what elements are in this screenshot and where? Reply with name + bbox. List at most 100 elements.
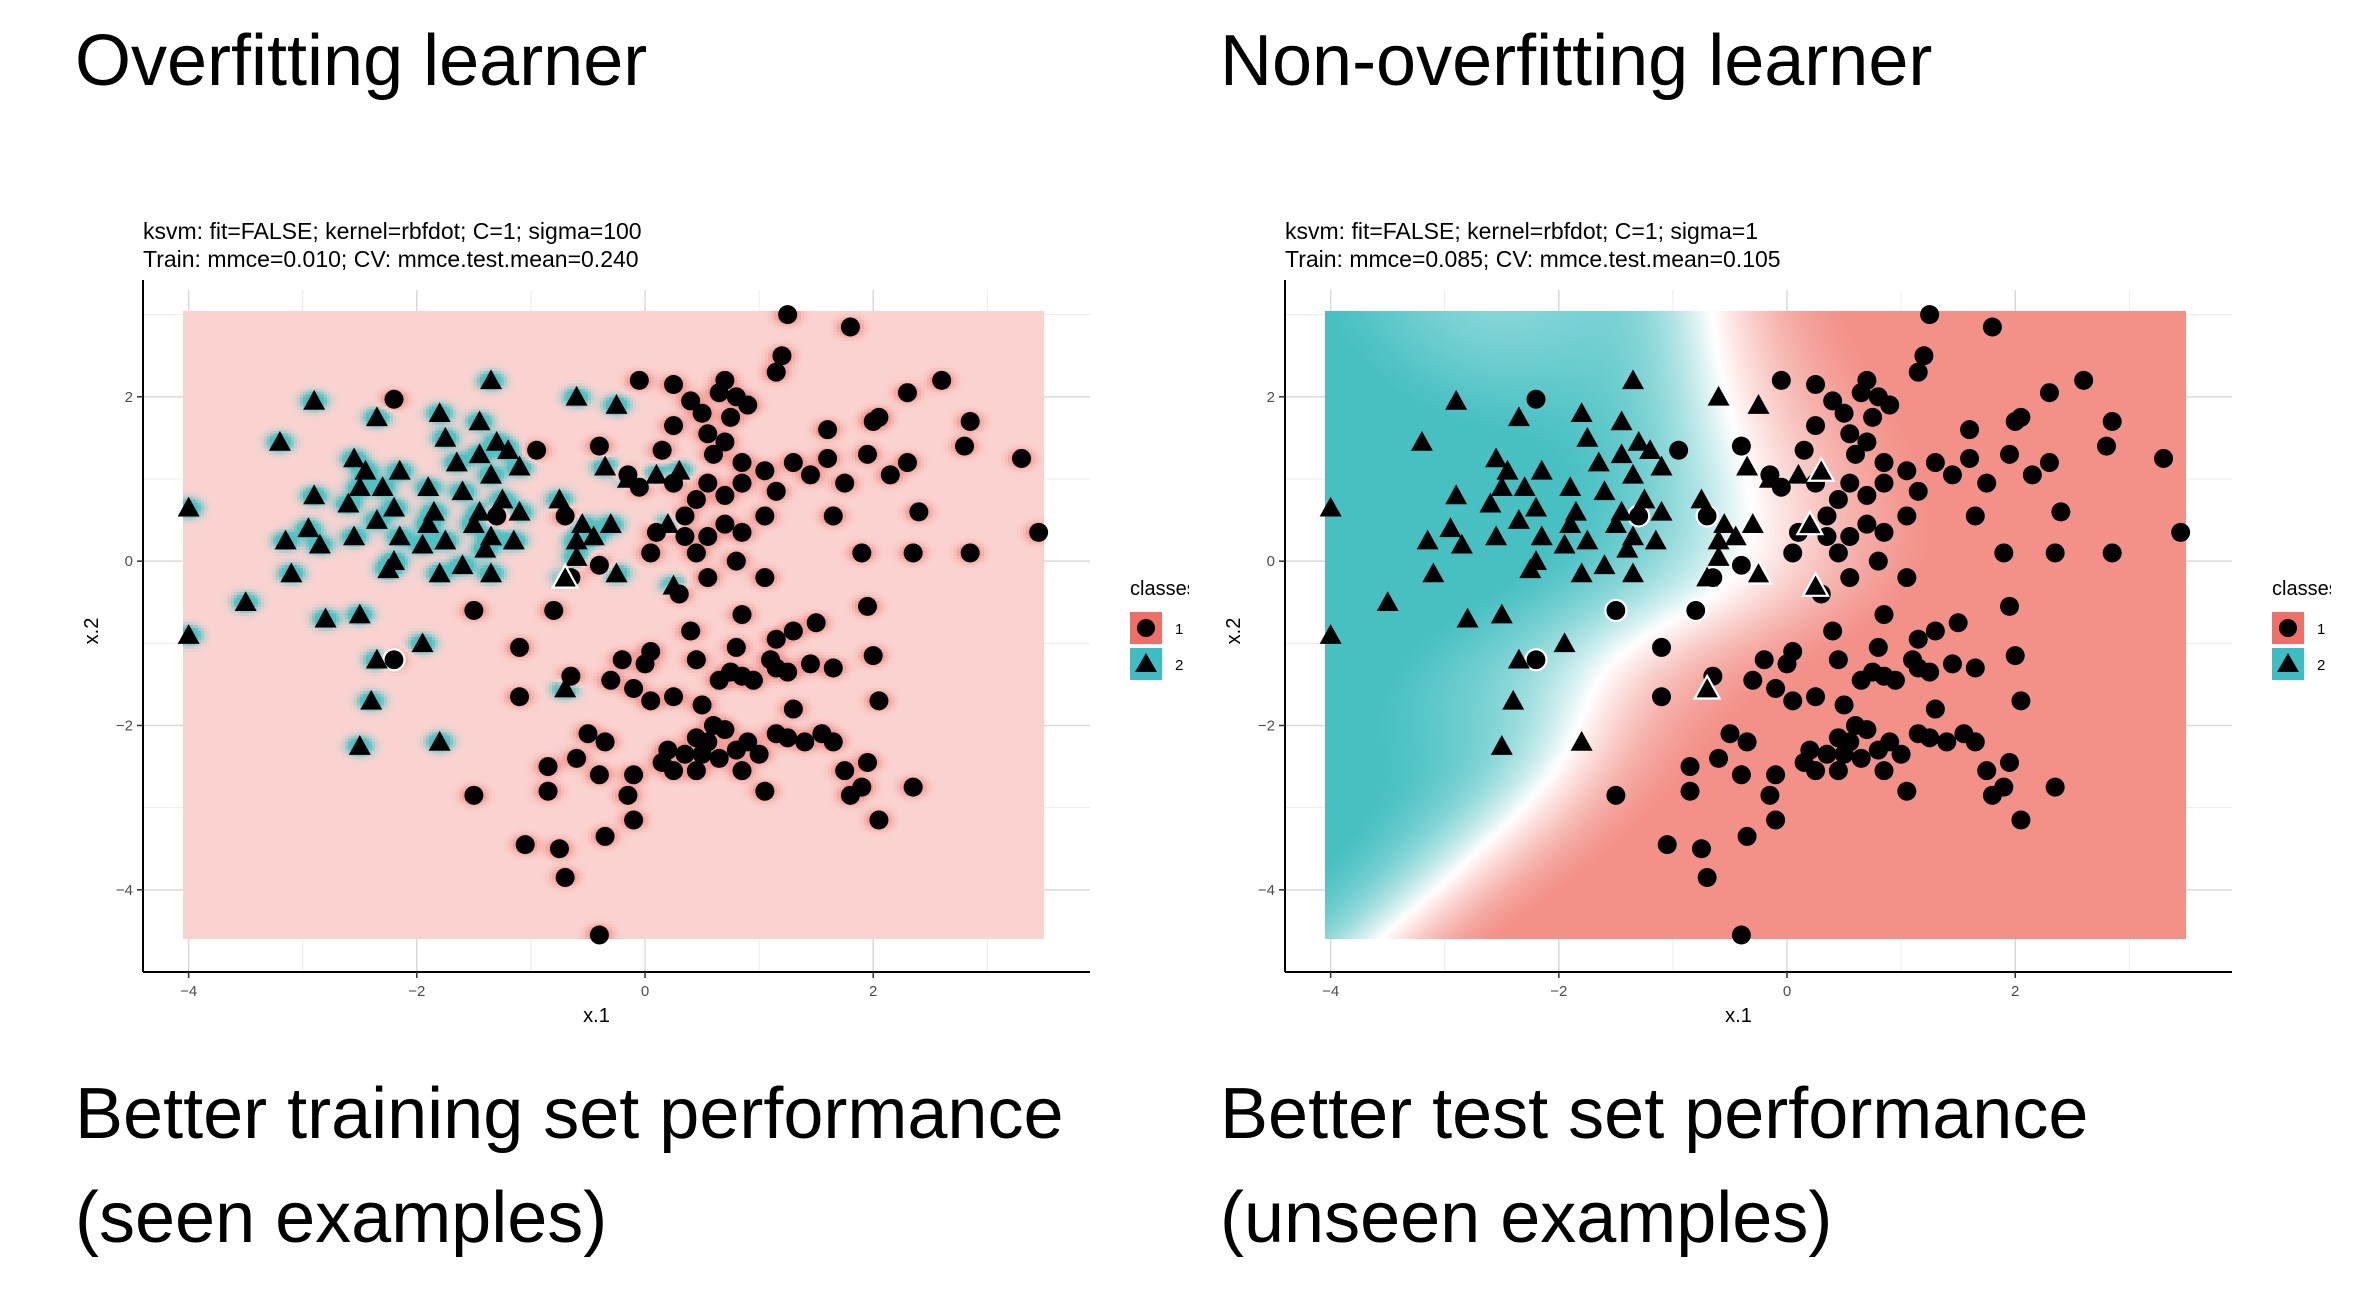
- class2-point: [571, 513, 594, 533]
- class2-point: [1559, 476, 1582, 497]
- class1-point: [863, 646, 883, 666]
- class1-point: [2000, 752, 2020, 772]
- class1-point: [897, 383, 917, 403]
- class1-point: [852, 543, 872, 563]
- class1-point: [1743, 670, 1763, 690]
- x-tick-label: −4: [180, 983, 197, 1000]
- class1-point: [795, 732, 815, 752]
- class1-point: [601, 670, 621, 690]
- class1-point: [1731, 436, 1751, 456]
- class2-point: [594, 455, 617, 476]
- class2-point: [1502, 689, 1525, 710]
- class2-point: [1553, 533, 1576, 554]
- x-tick-label: −2: [1550, 983, 1567, 1000]
- class2-point: [1806, 456, 1836, 482]
- class2-point: [1650, 455, 1673, 476]
- class1-point: [726, 637, 746, 657]
- class2-point: [1570, 562, 1593, 583]
- class2-point: [645, 463, 668, 484]
- class2-point: [1801, 571, 1830, 597]
- class2-point: [1422, 562, 1445, 583]
- class2-point: [1450, 533, 1473, 554]
- class2-point: [616, 467, 639, 488]
- class1-point: [589, 765, 609, 785]
- class1-point: [721, 407, 741, 427]
- class1-point: [595, 826, 615, 846]
- legend: classes 1 2: [1130, 578, 1189, 680]
- class1-point: [538, 757, 558, 777]
- class1-point: [1874, 473, 1894, 493]
- class2-point: [599, 513, 622, 533]
- class1-point: [772, 346, 792, 366]
- data-points: [177, 305, 1049, 945]
- class1-point: [1982, 785, 2002, 805]
- class2-point: [1530, 525, 1553, 546]
- class1-point: [1731, 765, 1751, 785]
- class1-point: [527, 440, 547, 460]
- y-tick-label: −2: [116, 717, 133, 734]
- class2-point: [1621, 369, 1644, 390]
- x-tick-label: 0: [1783, 983, 1791, 1000]
- class1-point: [715, 485, 735, 505]
- class2-point: [1490, 603, 1513, 624]
- class1-point: [1851, 383, 1871, 403]
- class2-point: [1707, 546, 1730, 566]
- class2-point: [1610, 410, 1633, 431]
- class1-point: [755, 568, 775, 588]
- class2-point: [348, 476, 371, 497]
- class1-point: [1863, 407, 1883, 427]
- class1-point: [1965, 732, 1985, 752]
- x-axis-title: x.1: [1725, 1005, 1752, 1027]
- class1-point: [840, 317, 860, 337]
- data-points: [1319, 305, 2191, 945]
- class1-point: [709, 383, 729, 403]
- class1-point: [703, 444, 723, 464]
- class1-point: [382, 648, 406, 672]
- class1-point: [783, 699, 803, 719]
- class1-point: [510, 637, 530, 657]
- class1-point: [709, 748, 729, 768]
- legend-triangle-icon: [1135, 653, 1157, 672]
- class1-point: [1840, 473, 1860, 493]
- class2-point: [1707, 529, 1730, 550]
- class1-point: [1709, 748, 1729, 768]
- class2-point: [502, 529, 525, 550]
- class2-point: [1692, 673, 1722, 700]
- class1-point: [778, 305, 798, 325]
- class2-point: [479, 562, 502, 583]
- class2-point: [1445, 484, 1468, 505]
- class2-point: [371, 476, 394, 497]
- class2-point: [1758, 467, 1781, 488]
- y-tick-label: 2: [125, 389, 133, 406]
- class2-point: [365, 406, 388, 427]
- class1-point: [589, 925, 609, 945]
- class1-point: [1880, 395, 1900, 415]
- class1-point: [464, 785, 484, 805]
- class1-point: [1920, 305, 1940, 325]
- class1-point: [698, 473, 718, 493]
- class1-point: [1908, 362, 1928, 382]
- class1-point: [1669, 440, 1689, 460]
- y-tick-label: −4: [1258, 882, 1275, 899]
- class2-point: [1587, 451, 1610, 472]
- class1-point: [1897, 568, 1917, 588]
- class2-point: [297, 517, 320, 538]
- heading-right: Non-overfitting learner: [1220, 21, 1933, 101]
- class1-point: [960, 411, 980, 431]
- class1-point: [2154, 448, 2174, 468]
- class1-point: [1817, 744, 1837, 764]
- class2-point: [508, 455, 531, 476]
- chart-title: ksvm: fit=FALSE; kernel=rbfdot; C=1; sig…: [1285, 218, 1758, 244]
- class1-point: [1783, 543, 1803, 563]
- class2-point: [445, 451, 468, 472]
- class1-point: [589, 436, 609, 456]
- class1-point: [732, 761, 752, 781]
- class1-point: [1806, 374, 1826, 394]
- class2-point: [337, 492, 360, 513]
- class1-point: [726, 551, 746, 571]
- chart-subtitle: Train: mmce=0.010; CV: mmce.test.mean=0.…: [143, 246, 639, 272]
- class1-point: [818, 420, 838, 440]
- class1-point: [1524, 648, 1548, 672]
- class1-point: [1977, 761, 1997, 781]
- class2-point: [1410, 431, 1433, 451]
